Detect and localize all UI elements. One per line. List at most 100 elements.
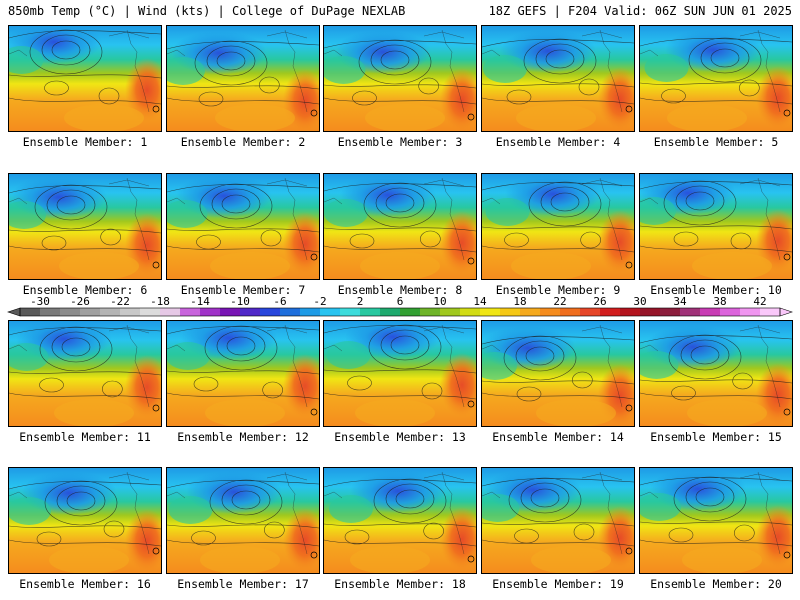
- ensemble-member-label: Ensemble Member: 3: [337, 135, 463, 149]
- colorbar-swatch: [640, 308, 661, 316]
- ensemble-map-8: [323, 173, 477, 280]
- ensemble-map-14: [481, 320, 635, 427]
- ensemble-map-graphic: [482, 321, 634, 426]
- colorbar-max-arrow: [779, 307, 793, 317]
- colorbar-swatch: [120, 308, 141, 316]
- colorbar-swatch: [540, 308, 561, 316]
- ensemble-member-label: Ensemble Member: 6: [22, 283, 148, 297]
- ensemble-member-label: Ensemble Member: 4: [495, 135, 621, 149]
- colorbar-swatch: [100, 308, 121, 316]
- map-title: 850mb Temp (°C) | Wind (kts) | College o…: [8, 4, 406, 18]
- colorbar-swatch: [440, 308, 461, 316]
- ensemble-map-19: [481, 467, 635, 574]
- ensemble-map-graphic: [324, 174, 476, 279]
- ensemble-member-label: Ensemble Member: 16: [19, 577, 151, 591]
- colorbar-swatch: [200, 308, 221, 316]
- colorbar-swatch: [360, 308, 381, 316]
- colorbar-swatch: [80, 308, 101, 316]
- ensemble-map-graphic: [324, 468, 476, 573]
- ensemble-map-10: [639, 173, 793, 280]
- ensemble-member-label: Ensemble Member: 10: [650, 283, 782, 297]
- ensemble-map-15: [639, 320, 793, 427]
- colorbar-swatch: [260, 308, 281, 316]
- ensemble-map-graphic: [167, 468, 319, 573]
- colorbar-swatch: [400, 308, 421, 316]
- colorbar-swatch: [620, 308, 641, 316]
- ensemble-map-graphic: [9, 26, 161, 131]
- colorbar-swatch: [280, 308, 301, 316]
- colorbar-swatch: [580, 308, 601, 316]
- colorbar-swatch: [40, 308, 61, 316]
- colorbar-swatch: [420, 308, 441, 316]
- colorbar-swatch: [500, 308, 521, 316]
- ensemble-map-graphic: [482, 174, 634, 279]
- ensemble-map-graphic: [167, 174, 319, 279]
- colorbar-swatch: [720, 308, 741, 316]
- ensemble-map-13: [323, 320, 477, 427]
- colorbar-swatch: [480, 308, 501, 316]
- colorbar-swatch: [460, 308, 481, 316]
- ensemble-member-label: Ensemble Member: 14: [492, 430, 624, 444]
- ensemble-map-2: [166, 25, 320, 132]
- ensemble-member-label: Ensemble Member: 11: [19, 430, 151, 444]
- ensemble-member-label: Ensemble Member: 1: [22, 135, 148, 149]
- colorbar-swatch: [300, 308, 321, 316]
- ensemble-map-graphic: [9, 468, 161, 573]
- ensemble-member-label: Ensemble Member: 8: [337, 283, 463, 297]
- ensemble-member-label: Ensemble Member: 9: [495, 283, 621, 297]
- ensemble-map-16: [8, 467, 162, 574]
- colorbar-swatch: [240, 308, 261, 316]
- colorbar-swatch: [760, 308, 781, 316]
- ensemble-map-5: [639, 25, 793, 132]
- ensemble-member-label: Ensemble Member: 17: [177, 577, 309, 591]
- ensemble-map-6: [8, 173, 162, 280]
- ensemble-member-label: Ensemble Member: 20: [650, 577, 782, 591]
- colorbar-swatch: [700, 308, 721, 316]
- ensemble-member-label: Ensemble Member: 18: [334, 577, 466, 591]
- colorbar-swatch: [140, 308, 161, 316]
- colorbar-swatch: [220, 308, 241, 316]
- colorbar-swatch: [740, 308, 761, 316]
- ensemble-map-graphic: [640, 468, 792, 573]
- model-run-info: 18Z GEFS | F204 Valid: 06Z SUN JUN 01 20…: [488, 4, 792, 18]
- ensemble-map-1: [8, 25, 162, 132]
- ensemble-map-17: [166, 467, 320, 574]
- ensemble-map-graphic: [640, 26, 792, 131]
- colorbar-swatch: [600, 308, 621, 316]
- colorbar-swatch: [340, 308, 361, 316]
- colorbar-swatch: [380, 308, 401, 316]
- ensemble-map-graphic: [324, 26, 476, 131]
- ensemble-map-3: [323, 25, 477, 132]
- colorbar-swatch: [160, 308, 181, 316]
- ensemble-member-label: Ensemble Member: 12: [177, 430, 309, 444]
- ensemble-member-label: Ensemble Member: 19: [492, 577, 624, 591]
- colorbar-outline: [19, 307, 781, 317]
- ensemble-map-4: [481, 25, 635, 132]
- colorbar-swatch: [560, 308, 581, 316]
- colorbar-swatch: [680, 308, 701, 316]
- ensemble-map-graphic: [167, 321, 319, 426]
- ensemble-map-graphic: [640, 174, 792, 279]
- ensemble-map-graphic: [9, 174, 161, 279]
- colorbar-swatch: [660, 308, 681, 316]
- colorbar-min-arrow: [7, 307, 21, 317]
- ensemble-map-20: [639, 467, 793, 574]
- ensemble-map-graphic: [482, 468, 634, 573]
- colorbar-swatch: [320, 308, 341, 316]
- ensemble-map-18: [323, 467, 477, 574]
- colorbar-swatch: [60, 308, 81, 316]
- ensemble-map-graphic: [9, 321, 161, 426]
- ensemble-map-graphic: [640, 321, 792, 426]
- ensemble-map-graphic: [167, 26, 319, 131]
- ensemble-map-12: [166, 320, 320, 427]
- ensemble-member-label: Ensemble Member: 15: [650, 430, 782, 444]
- ensemble-map-9: [481, 173, 635, 280]
- ensemble-member-label: Ensemble Member: 13: [334, 430, 466, 444]
- colorbar-swatch: [520, 308, 541, 316]
- colorbar-swatch: [20, 308, 41, 316]
- ensemble-map-graphic: [324, 321, 476, 426]
- ensemble-member-label: Ensemble Member: 7: [180, 283, 306, 297]
- ensemble-map-7: [166, 173, 320, 280]
- ensemble-member-label: Ensemble Member: 5: [653, 135, 779, 149]
- colorbar-swatch: [180, 308, 201, 316]
